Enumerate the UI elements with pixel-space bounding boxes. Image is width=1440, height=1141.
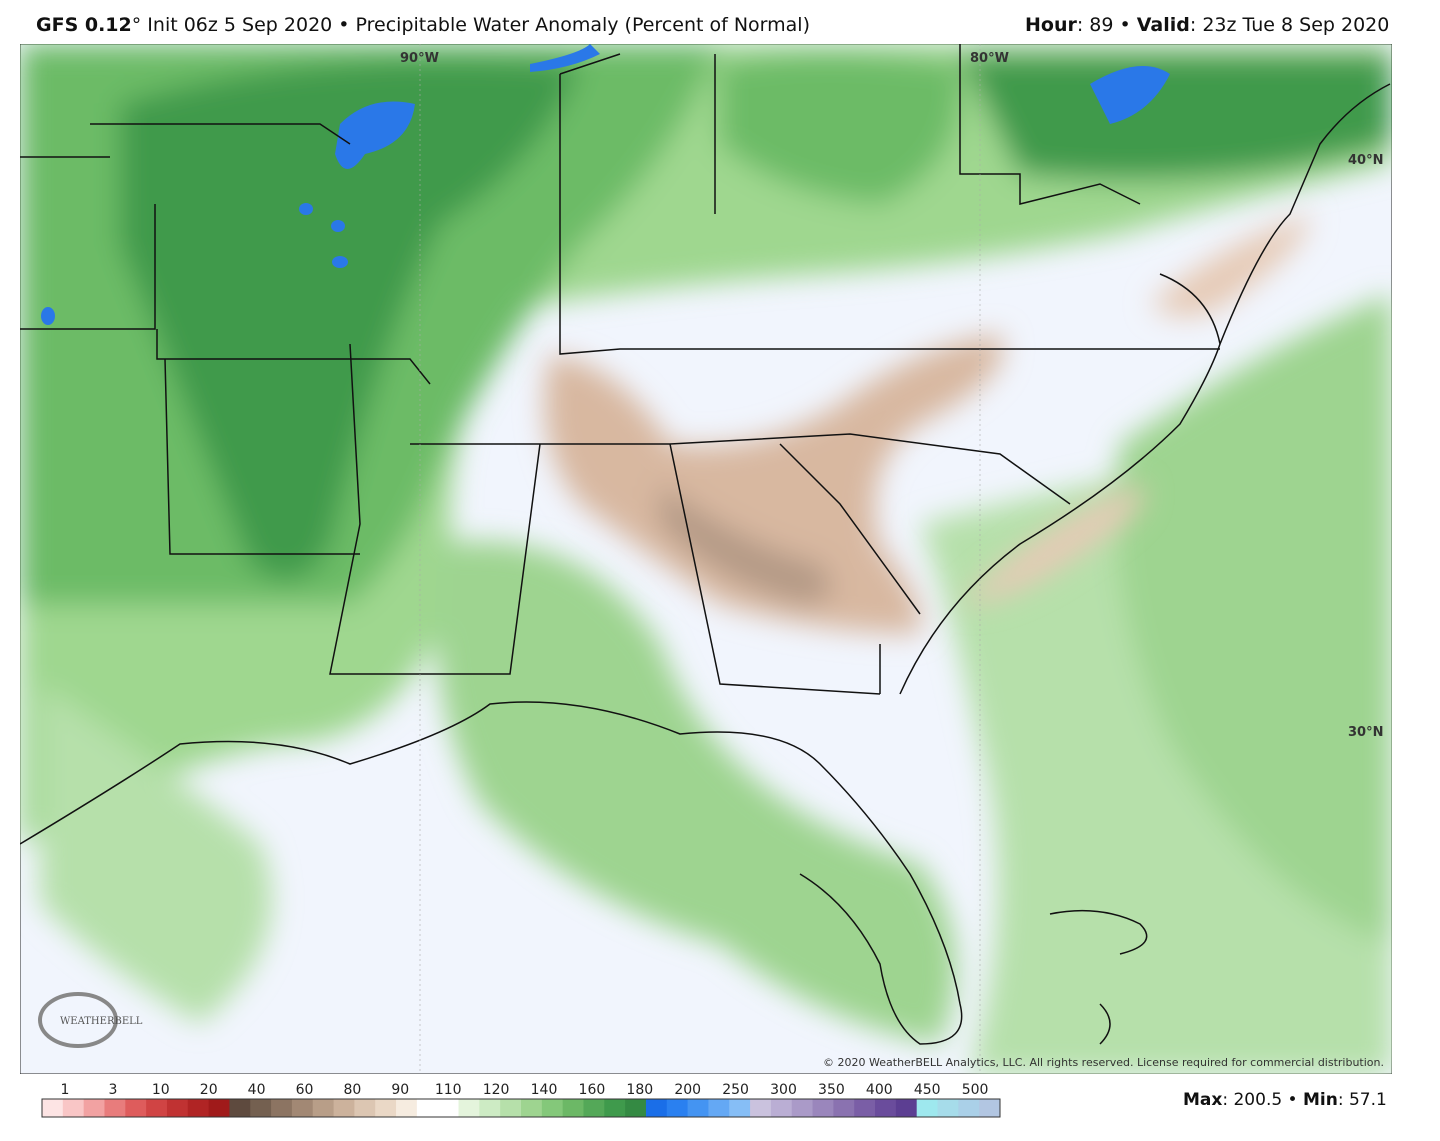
- colorbar-swatch: [458, 1099, 480, 1117]
- init: ° Init 06z 5 Sep 2020 • Precipitable Wat…: [131, 14, 810, 36]
- colorbar-frame: [41, 1098, 1001, 1118]
- colorbar-swatch: [229, 1099, 251, 1117]
- header-left: GFS 0.12° Init 06z 5 Sep 2020 • Precipit…: [36, 14, 810, 36]
- hour-label: Hour: [1025, 14, 1077, 36]
- colorbar-swatch: [333, 1099, 355, 1117]
- header-right: Hour: 89 • Valid: 23z Tue 8 Sep 2020: [1025, 14, 1389, 36]
- colorbar-swatch: [125, 1099, 147, 1117]
- colorbar-tick-label: 60: [296, 1082, 314, 1098]
- colorbar-swatch: [250, 1099, 272, 1117]
- colorbar-swatch: [541, 1099, 564, 1117]
- colorbar-swatch: [625, 1099, 647, 1117]
- min-label: Min: [1303, 1090, 1338, 1110]
- anomaly-field: [20, 44, 1392, 1074]
- colorbar-tick-label: 160: [579, 1082, 606, 1098]
- colorbar-tick-label: 180: [626, 1082, 653, 1098]
- max-label: Max: [1183, 1090, 1223, 1110]
- colorbar-swatch: [958, 1099, 980, 1117]
- colorbar-tick-label: 80: [343, 1082, 361, 1098]
- colorbar-swatch: [437, 1099, 460, 1117]
- colorbar-swatch: [604, 1099, 626, 1117]
- colorbar-swatch: [937, 1099, 959, 1117]
- colorbar-swatch: [791, 1099, 814, 1117]
- colorbar-swatch: [666, 1099, 689, 1117]
- colorbar-tick-label: 1: [61, 1082, 70, 1098]
- colorbar-swatch: [166, 1099, 189, 1117]
- colorbar-swatch: [521, 1099, 543, 1117]
- colorbar-swatch: [187, 1099, 210, 1117]
- colorbar-tick-label: 450: [914, 1082, 941, 1098]
- colorbar-swatch: [875, 1099, 897, 1117]
- colorbar-tick-label: 300: [770, 1082, 797, 1098]
- colorbar-swatch: [687, 1099, 709, 1117]
- colorbar-swatch: [146, 1099, 168, 1117]
- colorbar-swatch: [750, 1099, 772, 1117]
- colorbar-tick-label: 120: [483, 1082, 510, 1098]
- colorbar-swatch: [291, 1099, 314, 1117]
- colorbar-tick-label: 20: [200, 1082, 218, 1098]
- colorbar-swatch: [479, 1099, 501, 1117]
- colorbar-swatch: [312, 1099, 335, 1117]
- model: GFS 0.12: [36, 14, 132, 36]
- logo-text: WEATHERBELL: [60, 1016, 143, 1027]
- colorbar-swatch: [416, 1099, 439, 1117]
- colorbar-tick-label: 200: [674, 1082, 701, 1098]
- colorbar-swatch: [62, 1099, 85, 1117]
- colorbar-swatch: [708, 1099, 730, 1117]
- lat-label: 30°N: [1348, 725, 1383, 740]
- colorbar-swatch: [500, 1099, 522, 1117]
- graticule-labels: 90°W 80°W 40°N 30°N: [400, 51, 1383, 740]
- lat-label: 40°N: [1348, 153, 1383, 168]
- valid-value: : 23z Tue 8 Sep 2020: [1189, 14, 1390, 36]
- colorbar-swatch: [83, 1099, 105, 1117]
- colorbar-tick-label: 500: [962, 1082, 989, 1098]
- colorbar-swatch: [895, 1099, 918, 1117]
- colorbar-swatch: [396, 1099, 418, 1117]
- colorbar-swatch: [583, 1099, 605, 1117]
- lakes: [41, 44, 1170, 325]
- logo: WEATHERBELL: [38, 992, 143, 1048]
- colorbar-tick-label: 350: [818, 1082, 845, 1098]
- colorbar-swatch: [770, 1099, 793, 1117]
- colorbar-swatch: [916, 1099, 939, 1117]
- colorbar-tick-label: 40: [248, 1082, 266, 1098]
- max-value: : 200.5 •: [1222, 1090, 1303, 1110]
- colorbar-swatch: [354, 1099, 376, 1117]
- colorbar-swatch: [562, 1099, 584, 1117]
- valid-label: Valid: [1136, 14, 1190, 36]
- colorbar-tick-label: 90: [391, 1082, 409, 1098]
- colorbar-swatch: [375, 1099, 397, 1117]
- colorbar-swatch: [645, 1099, 668, 1117]
- min-value: : 57.1: [1337, 1090, 1387, 1110]
- colorbar-tick-label: 140: [531, 1082, 558, 1098]
- footer: Max: 200.5 • Min: 57.1: [1183, 1090, 1387, 1110]
- lon-label: 80°W: [970, 51, 1009, 66]
- colorbar-swatch: [833, 1099, 855, 1117]
- colorbar: 1 3 10 20 40 60 80 90 110 120 140 160 180 200 250 300 35…: [41, 1082, 1001, 1118]
- colorbar-swatch: [812, 1099, 834, 1117]
- copyright: © 2020 WeatherBELL Analytics, LLC. All r…: [823, 1056, 1384, 1069]
- colorbar-tick-label: 400: [866, 1082, 893, 1098]
- graticule: [419, 44, 981, 1074]
- lon-label: 90°W: [400, 51, 439, 66]
- borders: [20, 44, 1391, 1045]
- colorbar-tick-label: 10: [152, 1082, 170, 1098]
- colorbar-tick-label: 250: [722, 1082, 749, 1098]
- colorbar-swatch: [854, 1099, 876, 1117]
- colorbar-swatch: [729, 1099, 751, 1117]
- colorbar-swatch: [42, 1099, 64, 1117]
- colorbar-swatch: [208, 1099, 230, 1117]
- colorbar-swatch: [104, 1099, 126, 1117]
- map: 90°W 80°W 40°N 30°N WEATHERBELL © 2020 W…: [20, 44, 1392, 1074]
- colorbar-swatch: [271, 1099, 293, 1117]
- colorbar-tick-label: 110: [435, 1082, 462, 1098]
- hour-value: : 89 •: [1076, 14, 1137, 36]
- colorbar-tick-label: 3: [108, 1082, 117, 1098]
- colorbar-swatch: [979, 1099, 1001, 1117]
